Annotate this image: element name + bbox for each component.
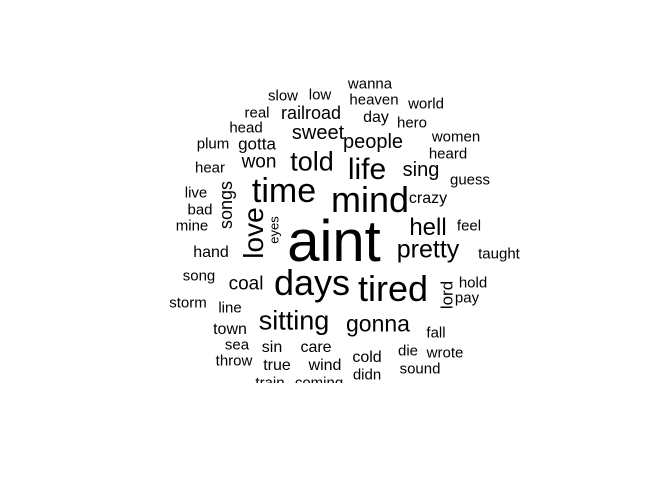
cloud-word: song — [182, 267, 216, 285]
cloud-word: real — [244, 104, 270, 122]
cloud-word: people — [342, 131, 404, 153]
cloud-word: sitting — [258, 305, 330, 336]
cloud-word: railroad — [280, 103, 342, 123]
cloud-word: days — [273, 262, 351, 303]
cloud-word: wanna — [347, 75, 393, 93]
cloud-word: gonna — [346, 310, 410, 337]
cloud-word: world — [408, 95, 444, 113]
cloud-word: plum — [196, 135, 230, 153]
cloud-word: mine — [175, 217, 209, 235]
cloud-word: feel — [456, 217, 482, 235]
cloud-word: told — [290, 146, 334, 177]
cloud-word: low — [308, 86, 332, 104]
cloud-word: heard — [428, 145, 468, 163]
cloud-word: true — [263, 357, 291, 374]
cloud-word: aint — [287, 209, 381, 274]
cloud-word: gotta — [238, 134, 276, 154]
cloud-word: sound — [399, 360, 441, 378]
cloud-word: die — [397, 342, 419, 360]
cloud-bottom-mask — [0, 383, 672, 480]
cloud-word: throw — [215, 352, 253, 370]
cloud-word: won — [241, 151, 277, 173]
cloud-word: love — [238, 207, 269, 259]
cloud-word: tired — [357, 268, 429, 309]
cloud-word: fall — [426, 324, 446, 342]
cloud-word: town — [213, 321, 247, 338]
cloud-word: line — [218, 299, 242, 317]
cloud-word: women — [431, 128, 481, 146]
cloud-word: coal — [228, 273, 264, 295]
cloud-word: wind — [308, 357, 342, 374]
cloud-word: hold — [458, 274, 488, 292]
cloud-word: hear — [194, 159, 226, 177]
cloud-word: hell — [409, 214, 447, 241]
cloud-word: head — [229, 119, 263, 137]
cloud-word: cold — [352, 349, 382, 366]
cloud-word: sea — [224, 336, 250, 354]
cloud-word: lord — [437, 280, 457, 310]
cloud-word: sin — [261, 339, 283, 356]
cloud-word: crazy — [408, 190, 448, 207]
cloud-word: care — [300, 339, 332, 356]
cloud-word: live — [184, 184, 208, 202]
cloud-word: bad — [187, 201, 213, 219]
cloud-word: eyes — [266, 216, 282, 244]
cloud-word: heaven — [349, 91, 399, 109]
cloud-word: time — [251, 172, 317, 210]
cloud-word: day — [363, 109, 389, 126]
cloud-word: guess — [449, 171, 491, 189]
cloud-word: wrote — [426, 344, 464, 362]
cloud-word: pretty — [396, 235, 460, 264]
cloud-word: hero — [396, 114, 428, 132]
cloud-word: pay — [454, 289, 480, 307]
cloud-word: storm — [169, 294, 207, 312]
cloud-word: life — [347, 153, 387, 186]
cloud-word: slow — [267, 87, 299, 105]
cloud-word: sing — [402, 159, 440, 181]
cloud-word: hand — [193, 244, 229, 261]
cloud-word: sweet — [291, 122, 345, 144]
cloud-word: mind — [330, 179, 410, 220]
cloud-word: taught — [478, 245, 520, 263]
cloud-word: didn — [352, 366, 382, 384]
cloud-word: songs — [216, 180, 236, 230]
